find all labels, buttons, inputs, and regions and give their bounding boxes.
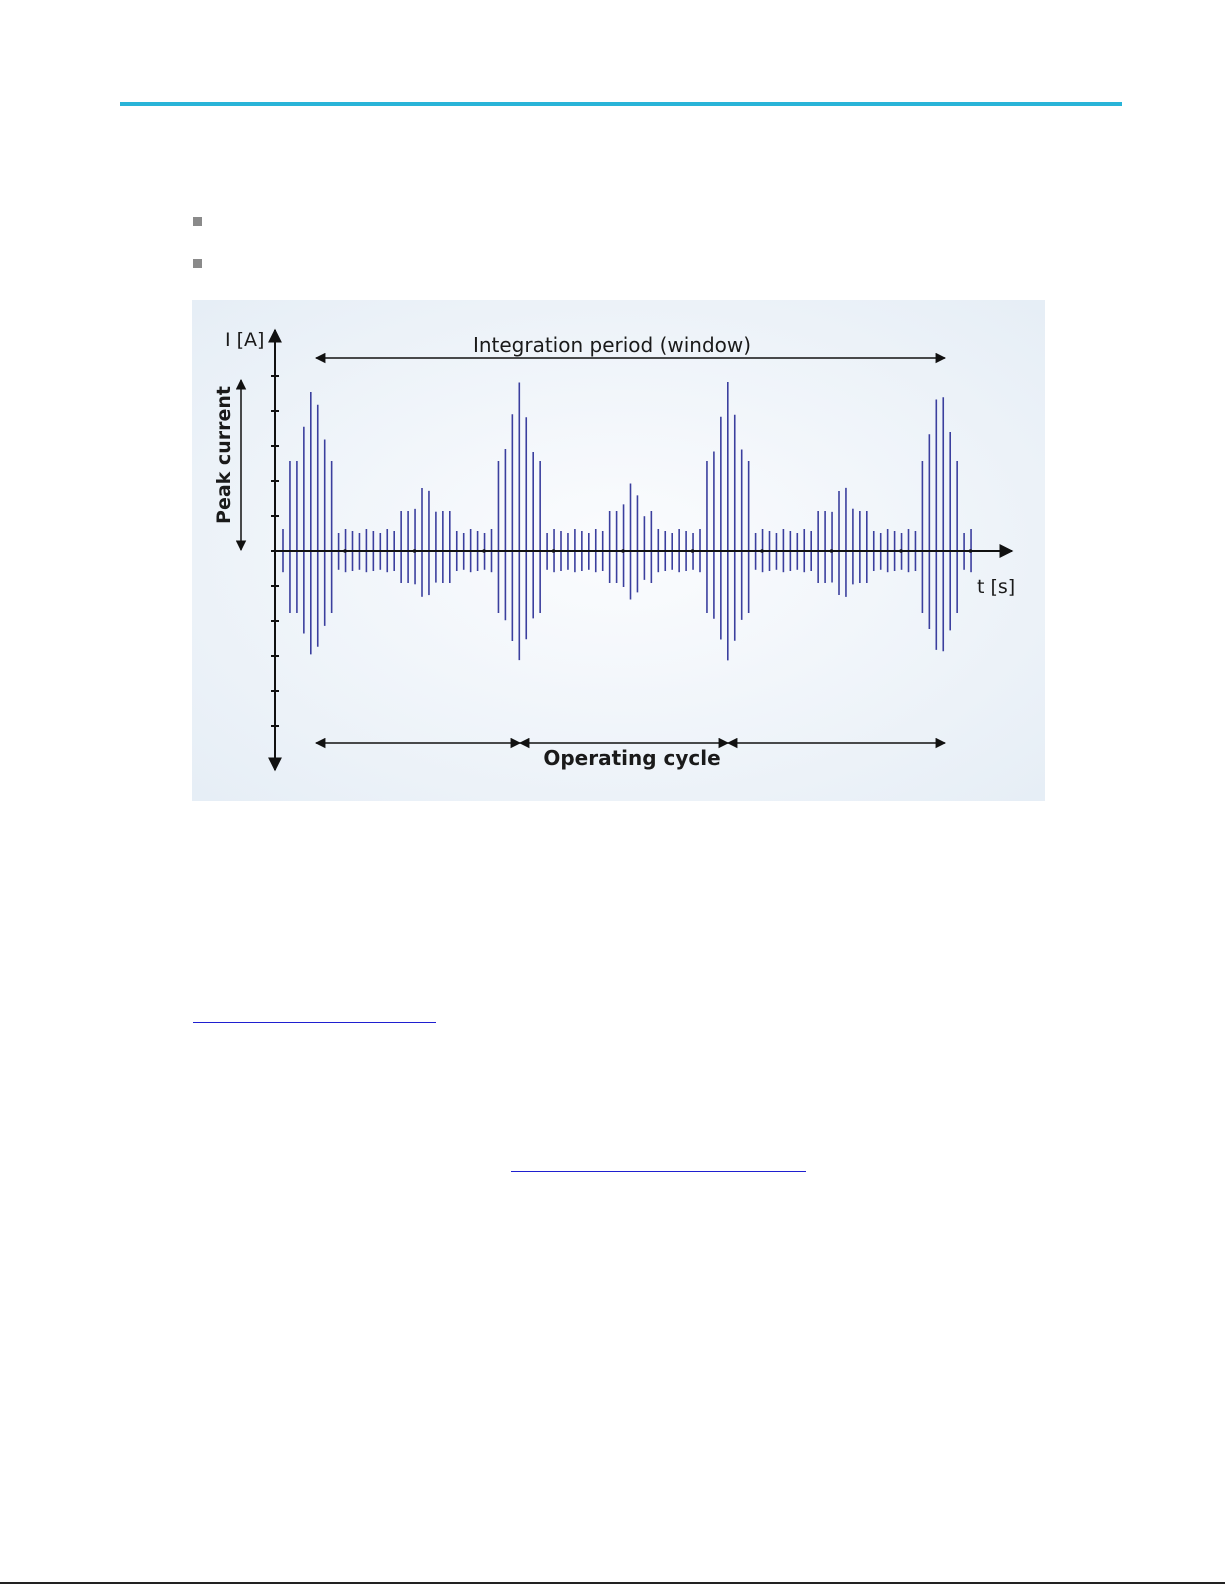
bullet xyxy=(193,259,202,268)
bullet xyxy=(193,217,202,226)
footer-rule xyxy=(0,1582,1225,1584)
tick xyxy=(482,549,486,553)
header-rule xyxy=(120,102,1122,106)
tick xyxy=(412,549,417,553)
x-axis-label: t [s] xyxy=(977,576,1015,598)
window-label: Integration period (window) xyxy=(473,333,751,357)
cycle-label: Operating cycle xyxy=(543,746,720,770)
peak-label: Peak current xyxy=(213,386,235,524)
tick xyxy=(968,549,973,553)
ticks xyxy=(271,375,973,727)
y-axis-label: I [A] xyxy=(225,329,264,351)
tick xyxy=(551,549,556,553)
link-underline[interactable] xyxy=(193,1022,436,1023)
tick xyxy=(829,549,834,553)
tick xyxy=(343,549,347,553)
tick xyxy=(899,549,903,553)
diagram: I [A] Integration period (window) Peak c… xyxy=(192,300,1045,801)
tick xyxy=(621,549,625,553)
tick xyxy=(760,549,764,553)
link-underline[interactable] xyxy=(511,1171,806,1172)
tick xyxy=(690,549,695,553)
